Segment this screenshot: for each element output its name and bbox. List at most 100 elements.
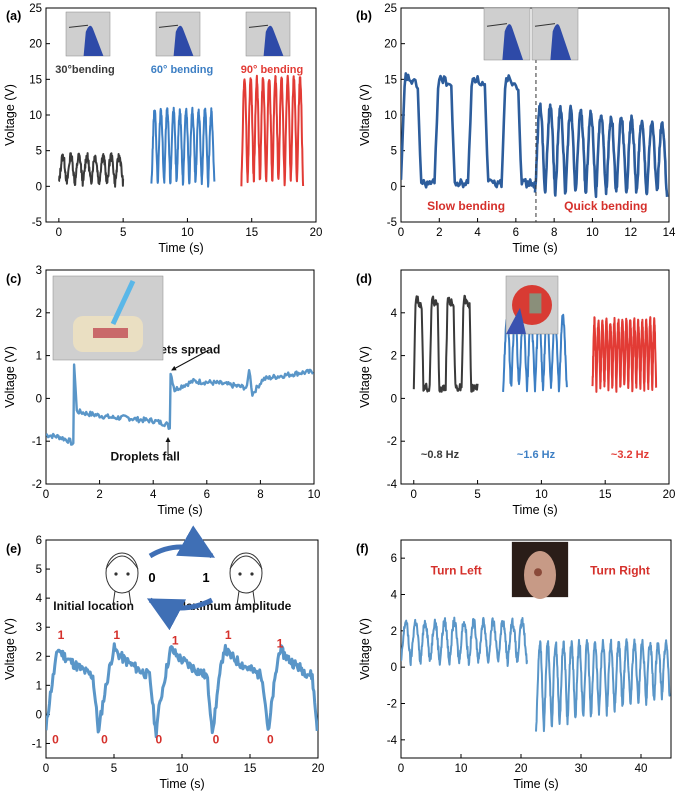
series-label: 30°bending (55, 64, 114, 76)
peak-mark: 1 (172, 634, 179, 648)
panel-a: (a) 0 5 10 15 20 -5 0 5 10 15 20 25 Time (s) Voltage (… (3, 3, 322, 255)
y-axis-label: Voltage (V) (3, 346, 17, 408)
y-tick-label: 25 (29, 3, 42, 15)
wire-line (248, 24, 269, 28)
state-label: 1 (202, 570, 209, 585)
y-tick-label: 5 (391, 146, 397, 158)
valley-mark: 0 (101, 732, 108, 746)
x-tick-label: 20 (312, 763, 325, 775)
x-axis-label: Time (s) (513, 777, 558, 791)
series-line-neck (46, 642, 318, 739)
series-line-90bending (240, 74, 305, 187)
panel-label: (e) (6, 542, 21, 556)
series-label: ~1.6 Hz (517, 449, 556, 461)
state-label: 0 (148, 570, 155, 585)
sample-shape (93, 328, 128, 338)
y-tick-label: 4 (391, 308, 398, 320)
eye (126, 572, 130, 576)
valley-mark: 0 (52, 732, 59, 746)
wire-line (534, 23, 556, 27)
y-tick-label: 1 (36, 680, 42, 692)
glove-shape (550, 24, 572, 60)
x-tick-label: 8 (257, 489, 263, 501)
peak-mark: 1 (225, 628, 232, 642)
plot-frame (45, 269, 315, 485)
x-tick-label: 10 (455, 763, 468, 775)
series-label: ~0.8 Hz (421, 449, 460, 461)
panel-label: (a) (6, 9, 21, 23)
y-axis-label: Voltage (V) (358, 618, 372, 680)
plot-area (58, 74, 305, 188)
series-line-droplet (46, 363, 314, 446)
y-axis-label: Voltage (V) (358, 346, 372, 408)
sensor-dot (534, 568, 542, 577)
plot-frame (400, 269, 670, 485)
y-tick-label: -2 (387, 436, 397, 448)
series-label: 90° bending (241, 64, 303, 76)
y-tick-label: -1 (32, 738, 42, 750)
neck-line (112, 590, 132, 606)
hand-photo (65, 11, 111, 57)
head-initial-icon (105, 552, 139, 606)
y-tick-label: 4 (36, 593, 43, 605)
x-tick-label: 15 (244, 763, 257, 775)
valley-mark: 0 (267, 732, 274, 746)
series-line-quick (533, 102, 669, 199)
y-axis-label: Voltage (V) (3, 618, 17, 680)
sensor-photo (505, 275, 559, 335)
x-axis-label: Time (s) (512, 241, 557, 255)
face-outline (105, 552, 139, 594)
glove-shape (83, 25, 104, 56)
x-tick-label: 10 (308, 489, 321, 501)
x-axis-label: Time (s) (512, 503, 557, 517)
hair-line (229, 555, 263, 570)
panel-label: (b) (356, 9, 372, 23)
series-line-slow (401, 72, 537, 189)
annotation: Quick bending (564, 199, 647, 213)
peak-mark: 1 (58, 628, 65, 642)
y-tick-label: 2 (36, 308, 42, 320)
y-tick-label: 25 (384, 3, 397, 15)
y-tick-label: 0 (391, 393, 397, 405)
annotation: Droplets fall (110, 449, 179, 463)
hand-photo (483, 7, 531, 61)
hand-photo (531, 7, 579, 61)
y-tick-label: 0 (391, 662, 397, 674)
y-axis-label: Voltage (V) (3, 84, 17, 146)
series-line-32hz (591, 316, 658, 393)
x-tick-label: 4 (474, 227, 481, 239)
y-tick-label: 10 (384, 110, 397, 122)
x-tick-label: 2 (436, 227, 442, 239)
panel-label: (f) (356, 542, 369, 556)
plot-area (46, 642, 318, 739)
face-outline (229, 552, 263, 594)
panel-d: (d) 0 5 10 15 20 -4 -2 0 2 4 Time (s) Voltage (V) ~0.… (356, 269, 675, 517)
hand-photo (155, 11, 201, 57)
y-tick-label: 5 (36, 146, 42, 158)
x-tick-label: 10 (535, 489, 548, 501)
series-label: ~3.2 Hz (611, 449, 650, 461)
y-tick-label: -2 (32, 479, 42, 491)
annotation: Slow bending (427, 199, 505, 213)
y-tick-label: 0 (36, 709, 42, 721)
glove-shape (173, 25, 194, 56)
x-tick-label: 5 (111, 763, 117, 775)
panel-label: (c) (6, 272, 21, 286)
x-tick-label: 30 (575, 763, 588, 775)
y-tick-label: -5 (387, 217, 397, 229)
pipette-shape (110, 279, 136, 326)
x-tick-label: 6 (204, 489, 210, 501)
x-tick-label: 15 (599, 489, 612, 501)
x-tick-label: 12 (624, 227, 637, 239)
neck-line (236, 590, 256, 606)
y-tick-label: 0 (36, 181, 42, 193)
y-tick-label: 10 (29, 110, 42, 122)
x-tick-label: 0 (398, 763, 404, 775)
series-line-08hz (412, 294, 479, 393)
x-tick-label: 20 (310, 227, 323, 239)
plot-area (401, 616, 671, 733)
x-axis-label: Time (s) (157, 503, 202, 517)
